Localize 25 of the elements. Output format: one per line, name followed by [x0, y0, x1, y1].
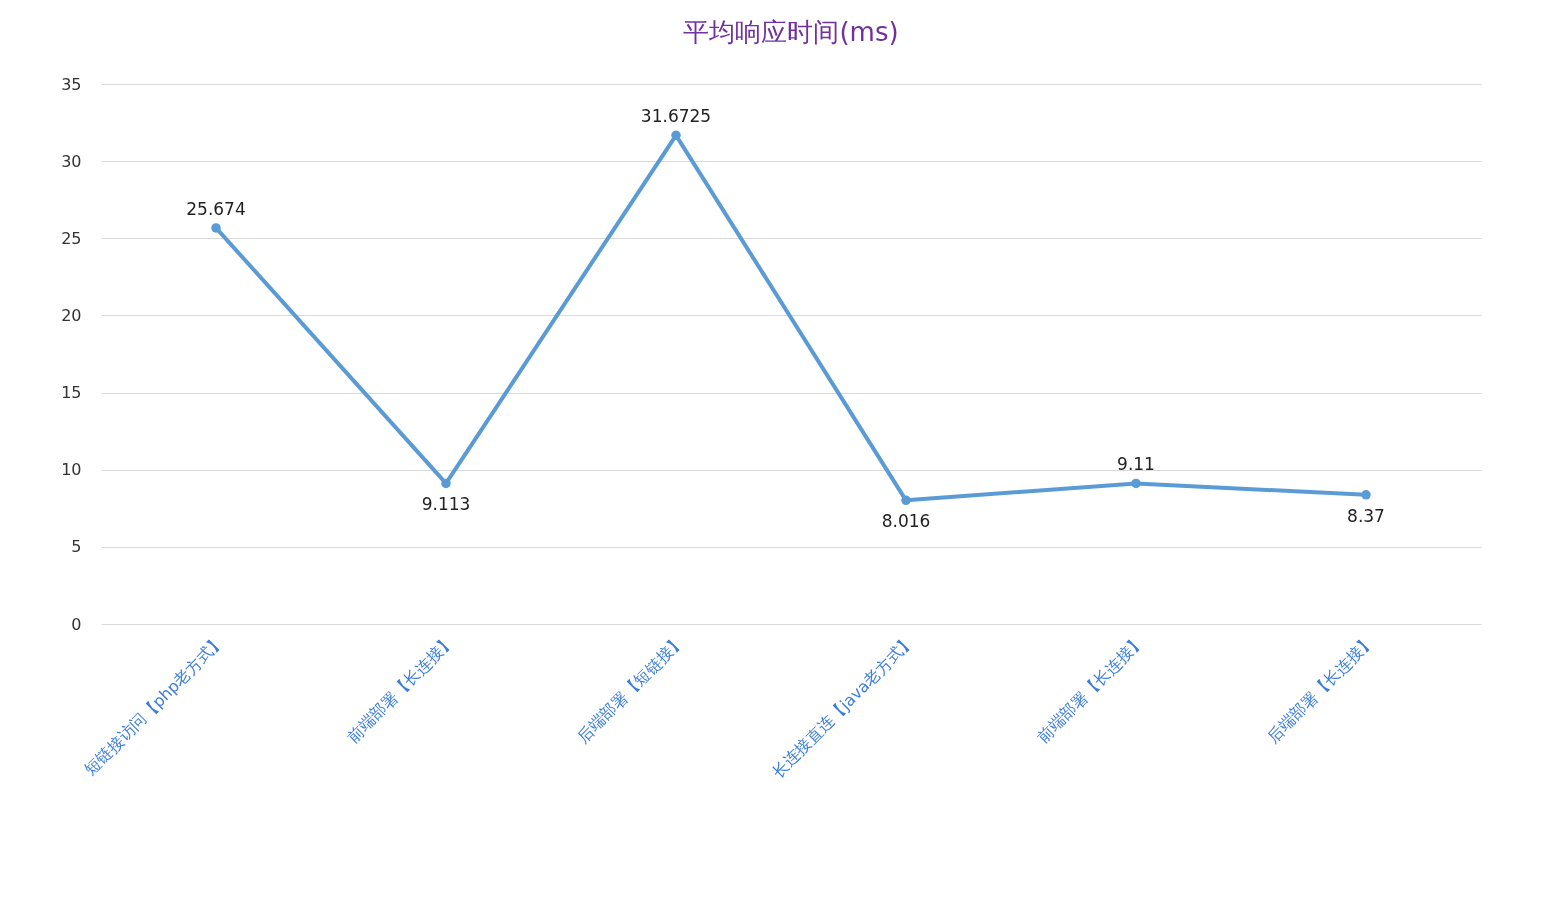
y-tick-label: 35	[61, 74, 82, 94]
data-label: 31.6725	[640, 106, 712, 127]
y-tick-label: 10	[61, 460, 82, 480]
x-tick-label: 前端部署【长连接】	[343, 631, 459, 747]
y-tick-label: 5	[71, 537, 82, 557]
point	[1131, 478, 1141, 489]
data-label: 25.674	[186, 198, 246, 219]
y-tick-label: 15	[61, 383, 82, 403]
point	[211, 223, 221, 233]
x-tick-label: 后端部署【长连接】	[1263, 631, 1379, 747]
data-label: 9.113	[421, 494, 471, 515]
data-label: 9.11	[1117, 454, 1155, 475]
data-label: 8.37	[1347, 505, 1385, 526]
point	[671, 130, 681, 141]
y-tick-label: 0	[71, 614, 82, 634]
x-tick-label: 后端部署【短链接】	[573, 631, 689, 747]
point	[901, 495, 911, 506]
data-label: 8.016	[881, 511, 931, 532]
point	[1361, 490, 1371, 500]
x-tick-label: 前端部署【长连接】	[1033, 631, 1149, 747]
y-tick-label: 20	[61, 305, 82, 325]
y-tick-label: 30	[61, 151, 82, 171]
point	[441, 478, 451, 489]
chart-title: 平均响应时间(ms)	[683, 17, 899, 47]
y-tick-label: 25	[61, 228, 82, 248]
